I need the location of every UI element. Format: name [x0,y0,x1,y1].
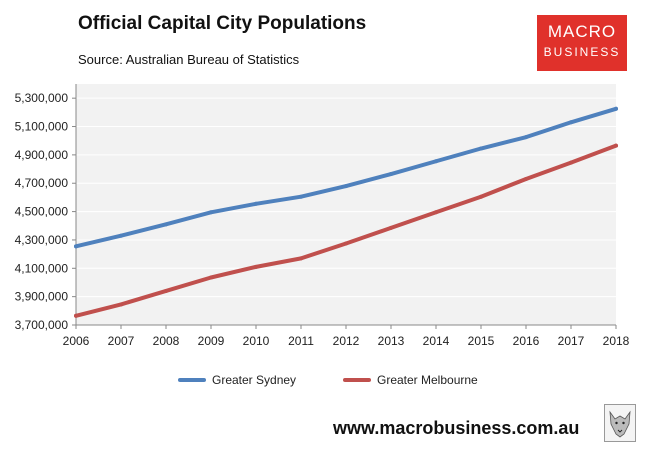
data-point-greater-sydney-2018 [614,106,618,111]
data-point-greater-sydney-2006 [74,244,78,249]
data-point-greater-melbourne-2015 [479,194,483,199]
data-point-greater-sydney-2008 [164,222,168,227]
wolf-logo-icon [604,404,636,442]
data-point-greater-melbourne-2011 [299,256,303,261]
x-tick-label-9: 2015 [468,334,495,348]
legend-label-sydney: Greater Sydney [212,373,297,387]
x-tick-label-12: 2018 [603,334,630,348]
x-tick-label-1: 2007 [108,334,135,348]
x-tick-label-11: 2017 [558,334,585,348]
legend-swatch-sydney [178,378,206,382]
y-axis-ticks: 3,700,000 3,900,000 4,100,000 4,300,000 4,50… [15,91,76,332]
logo-line-2: BUSINESS [543,45,621,59]
y-tick-label-8: 5,300,000 [15,91,69,105]
legend-item-sydney: Greater Sydney [178,373,296,387]
legend-label-melbourne: Greater Melbourne [377,373,478,387]
y-tick-label-1: 3,900,000 [15,290,69,304]
data-point-greater-melbourne-2010 [254,264,258,269]
y-tick-label-2: 4,100,000 [15,261,69,275]
y-tick-label-7: 5,100,000 [15,120,69,134]
x-tick-label-3: 2009 [198,334,225,348]
data-point-greater-sydney-2010 [254,201,258,206]
x-tick-label-7: 2013 [378,334,405,348]
data-point-greater-melbourne-2007 [119,302,123,307]
chart-title: Official Capital City Populations [78,13,367,34]
plot-area [76,84,616,325]
data-point-greater-melbourne-2006 [74,313,78,318]
data-point-greater-sydney-2009 [209,210,213,215]
legend-item-melbourne: Greater Melbourne [343,373,478,387]
data-point-greater-melbourne-2008 [164,288,168,293]
y-tick-label-5: 4,700,000 [15,176,69,190]
data-point-greater-melbourne-2014 [434,210,438,215]
x-tick-label-6: 2012 [333,334,360,348]
data-point-greater-sydney-2015 [479,146,483,151]
y-tick-label-4: 4,500,000 [15,205,69,219]
y-tick-label-3: 4,300,000 [15,233,69,247]
data-point-greater-melbourne-2012 [344,241,348,246]
x-tick-label-8: 2014 [423,334,450,348]
data-point-greater-sydney-2016 [524,135,528,140]
data-point-greater-sydney-2017 [569,120,573,125]
data-point-greater-melbourne-2013 [389,225,393,230]
data-point-greater-melbourne-2009 [209,275,213,280]
data-point-greater-sydney-2012 [344,184,348,189]
legend-swatch-melbourne [343,378,371,382]
website-url[interactable]: www.macrobusiness.com.au [333,418,580,438]
series-group [74,106,618,318]
data-point-greater-melbourne-2017 [569,160,573,165]
y-tick-label-6: 4,900,000 [15,148,69,162]
data-point-greater-melbourne-2018 [614,143,618,148]
x-tick-label-4: 2010 [243,334,270,348]
data-point-greater-sydney-2013 [389,172,393,177]
data-point-greater-melbourne-2016 [524,176,528,181]
data-point-greater-sydney-2014 [434,159,438,164]
chart-source: Source: Australian Bureau of Statistics [78,52,300,67]
y-tick-label-0: 3,700,000 [15,318,69,332]
data-point-greater-sydney-2011 [299,194,303,199]
x-tick-label-10: 2016 [513,334,540,348]
logo-line-1: MACRO [547,22,617,41]
x-tick-label-0: 2006 [63,334,90,348]
x-tick-label-2: 2008 [153,334,180,348]
x-tick-label-5: 2011 [288,334,314,348]
x-axis-ticks: 2006 2007 2008 2009 2010 2011 2012 2013 2014 2015… [63,325,630,348]
data-point-greater-sydney-2007 [119,233,123,238]
macrobusiness-logo: MACRO BUSINESS [537,15,627,71]
